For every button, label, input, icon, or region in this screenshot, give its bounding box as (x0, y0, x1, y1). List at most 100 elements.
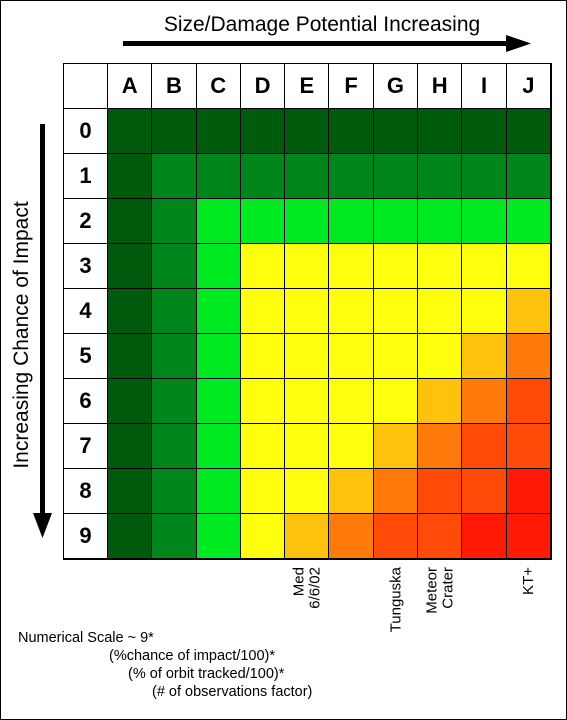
grid-cell-f0 (329, 109, 374, 154)
grid-cell-f8 (329, 469, 374, 514)
row-header-1: 1 (64, 154, 108, 199)
formula-line-1: Numerical Scale ~ 9* (18, 630, 154, 646)
grid-cell-b7 (152, 424, 197, 469)
grid-cell-g7 (373, 424, 419, 469)
grid-cell-d7 (240, 424, 286, 469)
grid-cell-i4 (462, 289, 507, 334)
annotation-label-j: KT+ (519, 567, 537, 595)
column-header-c: C (196, 64, 241, 109)
column-header-j: J (506, 64, 551, 109)
grid-cell-e8 (285, 469, 330, 514)
row-header-9: 9 (64, 514, 108, 559)
grid-cell-j7 (506, 424, 551, 469)
formula-block: Numerical Scale ~ 9* (%chance of impact/… (18, 629, 312, 701)
grid-cell-d9 (240, 514, 286, 559)
annotation-label-e: Med 6/6/02 (290, 567, 324, 609)
column-header-d: D (240, 64, 286, 109)
grid-cell-e4 (285, 289, 330, 334)
grid-cell-j9 (506, 514, 551, 559)
grid-cell-f7 (329, 424, 374, 469)
grid-cell-j2 (506, 199, 551, 244)
grid-cell-a7 (108, 424, 153, 469)
grid-cell-e0 (285, 109, 330, 154)
grid-cell-g2 (373, 199, 419, 244)
grid-cell-a8 (108, 469, 153, 514)
grid-cell-i3 (462, 244, 507, 289)
column-header-e: E (285, 64, 330, 109)
annotation-label-g: Tunguska (386, 567, 404, 633)
grid-cell-h4 (418, 289, 463, 334)
grid-cell-a5 (108, 334, 153, 379)
grid-cell-f4 (329, 289, 374, 334)
column-header-i: I (462, 64, 507, 109)
grid-cell-b1 (152, 154, 197, 199)
grid-cell-e9 (285, 514, 330, 559)
top-arrow (123, 35, 531, 52)
grid-cell-i1 (462, 154, 507, 199)
grid-cell-c7 (196, 424, 241, 469)
grid-cell-i0 (462, 109, 507, 154)
grid-cell-i8 (462, 469, 507, 514)
grid-cell-g4 (373, 289, 419, 334)
grid-cell-f2 (329, 199, 374, 244)
grid-cell-f1 (329, 154, 374, 199)
grid-cell-d2 (240, 199, 286, 244)
grid-cell-b3 (152, 244, 197, 289)
grid-cell-a9 (108, 514, 153, 559)
grid-cell-b5 (152, 334, 197, 379)
grid-cell-j0 (506, 109, 551, 154)
row-header-7: 7 (64, 424, 108, 469)
grid-cell-e2 (285, 199, 330, 244)
column-header-g: G (373, 64, 419, 109)
grid-cell-h7 (418, 424, 463, 469)
grid-cell-a6 (108, 379, 153, 424)
grid-cell-c6 (196, 379, 241, 424)
grid-cell-c8 (196, 469, 241, 514)
column-header-f: F (329, 64, 374, 109)
grid-cell-a3 (108, 244, 153, 289)
grid-cell-b8 (152, 469, 197, 514)
grid-cell-c4 (196, 289, 241, 334)
grid-cell-f5 (329, 334, 374, 379)
grid-cell-c1 (196, 154, 241, 199)
grid-cell-d1 (240, 154, 286, 199)
grid-cell-h2 (418, 199, 463, 244)
formula-line-2: (%chance of impact/100)* (109, 648, 276, 664)
row-header-5: 5 (64, 334, 108, 379)
grid-cell-f3 (329, 244, 374, 289)
column-header-a: A (108, 64, 153, 109)
grid-cell-i7 (462, 424, 507, 469)
grid-cell-h1 (418, 154, 463, 199)
column-header-h: H (418, 64, 463, 109)
grid-cell-j8 (506, 469, 551, 514)
grid-cell-f6 (329, 379, 374, 424)
top-axis-title: Size/Damage Potential Increasing (163, 13, 481, 36)
grid-cell-h0 (418, 109, 463, 154)
grid-cell-j3 (506, 244, 551, 289)
grid-cell-a2 (108, 199, 153, 244)
row-header-0: 0 (64, 109, 108, 154)
grid-cell-c9 (196, 514, 241, 559)
grid-cell-i9 (462, 514, 507, 559)
grid-cell-g8 (373, 469, 419, 514)
grid-cell-a0 (108, 109, 153, 154)
formula-line-4: (# of observations factor) (152, 684, 313, 700)
grid-cell-b6 (152, 379, 197, 424)
column-header-b: B (152, 64, 197, 109)
grid-cell-c2 (196, 199, 241, 244)
grid-cell-f9 (329, 514, 374, 559)
row-header-8: 8 (64, 469, 108, 514)
grid-cell-h6 (418, 379, 463, 424)
formula-line-3: (% of orbit tracked/100)* (128, 666, 285, 682)
grid-cell-j1 (506, 154, 551, 199)
grid-cell-c0 (196, 109, 241, 154)
grid-cell-g9 (373, 514, 419, 559)
grid-cell-e6 (285, 379, 330, 424)
grid-cell-h5 (418, 334, 463, 379)
grid-cell-c5 (196, 334, 241, 379)
grid-cell-d4 (240, 289, 286, 334)
grid-cell-e7 (285, 424, 330, 469)
grid-cell-b9 (152, 514, 197, 559)
grid-cell-g0 (373, 109, 419, 154)
